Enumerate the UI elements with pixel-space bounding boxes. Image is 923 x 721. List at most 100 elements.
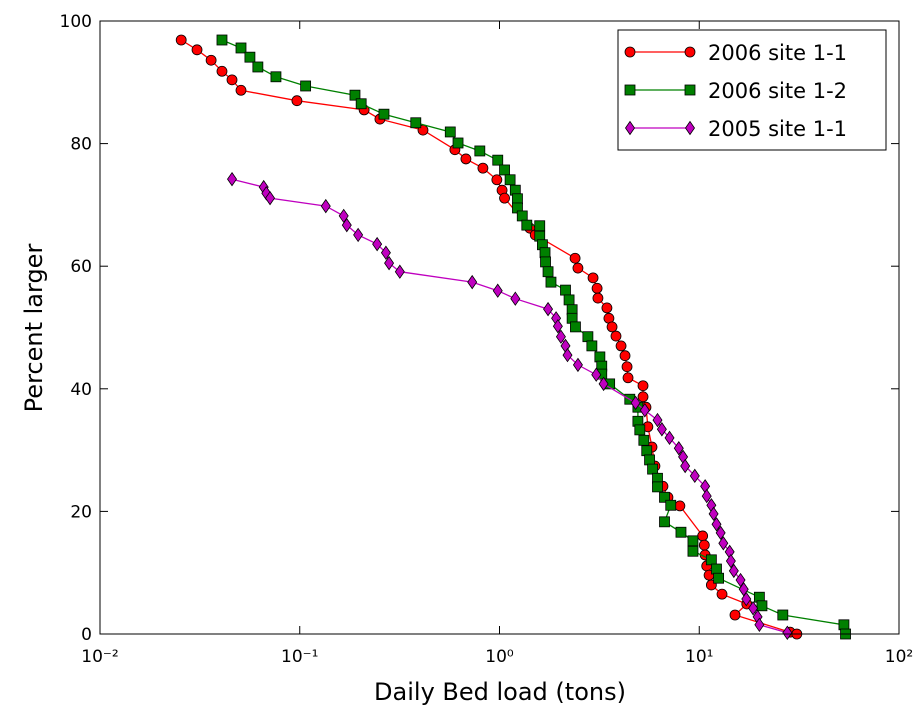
marker [697,530,709,542]
x-tick-label: 10¹ [685,647,713,667]
marker [680,458,691,474]
marker [512,193,523,205]
marker [711,563,722,575]
marker [685,120,695,136]
marker [341,217,352,233]
x-tick-label: 10⁰ [485,647,514,667]
x-axis-label: Daily Bed load (tons) [374,678,626,706]
legend-label: 2006 site 1-2 [708,79,847,103]
marker [698,539,710,551]
marker [516,210,528,222]
legend-label: 2006 site 1-1 [708,41,847,65]
marker [563,294,575,306]
marker [320,198,331,214]
marker [715,525,726,541]
marker [639,403,650,418]
marker [637,391,649,403]
marker [716,588,728,600]
marker [598,376,609,392]
marker [687,545,699,557]
marker [491,174,503,186]
marker [353,227,364,243]
marker [777,609,789,621]
marker [410,117,422,129]
marker [300,80,312,92]
y-tick-label: 100 [60,12,92,32]
marker [652,412,663,428]
marker [552,319,563,334]
marker [226,74,238,86]
marker [748,601,759,616]
marker [582,331,594,343]
marker [270,71,282,83]
marker [291,95,303,107]
marker [741,591,752,607]
x-tick-label: 10⁻² [81,647,118,667]
marker [216,65,228,77]
marker [539,247,551,259]
marker [492,154,504,166]
marker [474,145,486,157]
marker [355,98,367,110]
marker [615,340,627,352]
marker [460,153,472,165]
marker [235,84,247,96]
marker [689,468,700,484]
marker [244,51,256,63]
marker [572,262,584,274]
marker [569,252,581,264]
marker [594,351,606,363]
marker [235,42,247,54]
marker [622,372,634,384]
marker [606,321,618,333]
marker [621,361,633,373]
marker [630,395,641,411]
marker [687,535,699,547]
x-tick-label: 10⁻¹ [281,647,318,667]
marker [684,84,696,96]
marker [673,441,684,456]
marker [378,108,390,120]
marker [664,430,675,446]
marker [499,164,510,176]
marker [492,283,503,298]
marker [499,192,510,204]
marker [708,506,719,522]
marker [711,517,722,532]
marker [534,220,546,232]
marker [252,61,264,73]
marker [452,137,464,149]
marker [705,554,717,566]
marker [467,274,478,290]
axes-frame [99,20,900,635]
marker [684,46,696,58]
marker [477,162,489,174]
marker [656,422,667,437]
marker [641,445,653,457]
marker [380,245,391,260]
marker [619,350,631,362]
marker [647,463,658,475]
marker [572,357,583,373]
marker [587,272,599,284]
legend: 2006 site 1-1 2006 site 1-2 2005 site 1-1 [617,29,887,151]
marker [782,625,793,640]
marker [624,46,636,58]
marker [728,563,739,579]
marker [674,500,686,512]
marker [545,276,557,288]
marker [624,84,636,96]
y-tick-label: 80 [70,135,92,155]
marker [729,609,741,621]
marker [521,219,533,231]
marker [638,434,650,446]
marker [562,347,573,363]
marker [601,302,613,314]
marker [543,301,554,317]
marker [592,292,604,304]
marker [591,367,602,382]
marker [701,488,712,504]
marker [227,171,237,187]
marker [394,264,405,279]
marker [175,34,187,46]
